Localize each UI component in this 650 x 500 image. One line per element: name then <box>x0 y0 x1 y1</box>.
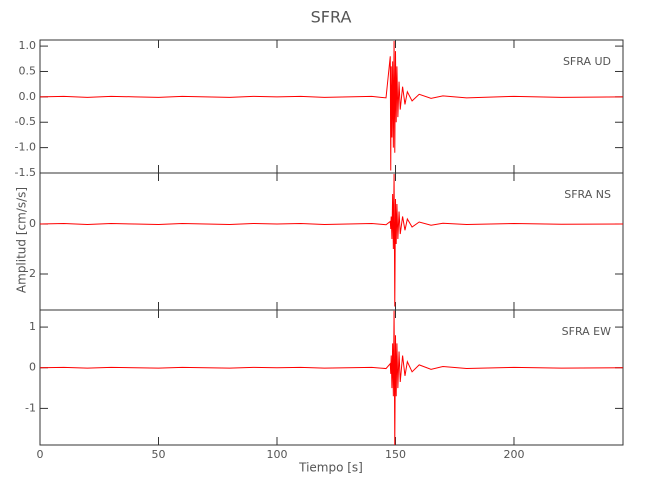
y-tick-label: 2 <box>29 267 36 280</box>
waveform <box>39 310 624 446</box>
panel-label: SFRA NS <box>564 188 611 201</box>
x-tick-label: 100 <box>266 448 287 461</box>
x-tick-label: 0 <box>37 448 44 461</box>
y-tick-label: 1 <box>29 320 36 333</box>
y-tick-label: 0.0 <box>19 90 37 103</box>
panel-label: SFRA UD <box>563 55 611 68</box>
y-tick-label: -1.5 <box>15 166 36 179</box>
chart-title: SFRA <box>311 8 352 27</box>
waveform <box>39 41 624 171</box>
waveform <box>39 173 624 307</box>
y-tick-label: -1.0 <box>15 141 36 154</box>
x-tick-label: 200 <box>503 448 524 461</box>
x-tick-label: 50 <box>151 448 165 461</box>
y-axis-label: Amplitud [cm/s/s] <box>15 187 29 293</box>
y-tick-label: 1.0 <box>19 39 37 52</box>
panel-frame <box>39 172 624 311</box>
x-tick-label: 150 <box>385 448 406 461</box>
panel-frame <box>39 309 624 446</box>
panel-frame <box>39 39 624 174</box>
y-tick-label: 0.5 <box>19 64 37 77</box>
y-tick-label: -1 <box>25 401 36 414</box>
panel-label: SFRA EW <box>562 325 611 338</box>
y-tick-label: 0 <box>29 361 36 374</box>
x-axis-label: Tiempo [s] <box>298 461 363 475</box>
y-tick-label: -0.5 <box>15 115 36 128</box>
y-tick-label: 0 <box>29 217 36 230</box>
